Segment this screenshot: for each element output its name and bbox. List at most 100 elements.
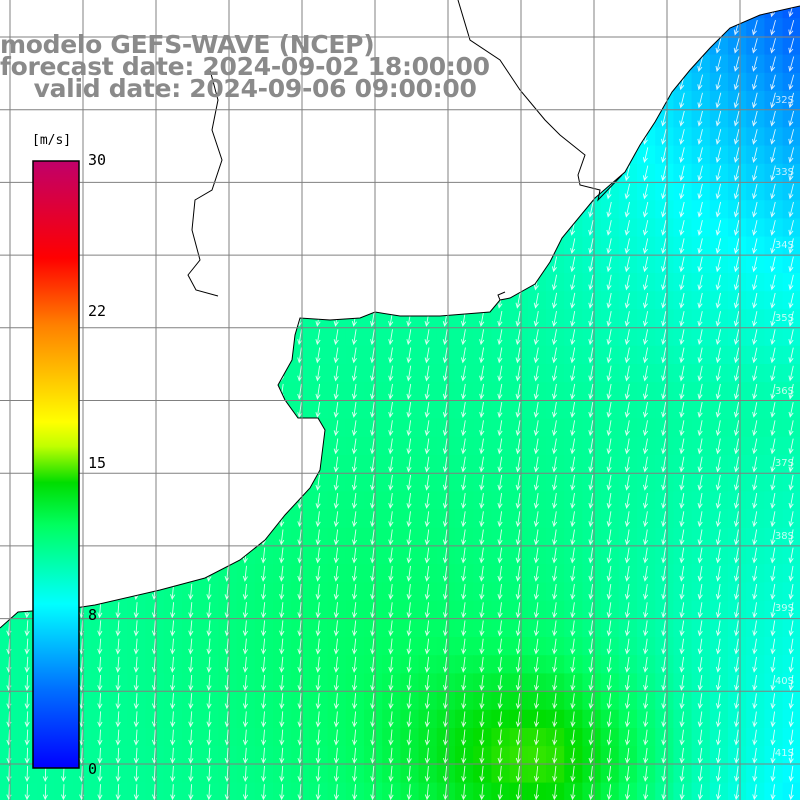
wind-arrow — [133, 383, 139, 400]
wind-speed-cell — [182, 418, 201, 438]
wind-speed-cell — [273, 218, 292, 238]
wind-arrow — [442, 729, 449, 746]
wind-arrow — [770, 292, 776, 309]
wind-arrow — [479, 602, 485, 619]
wind-speed-cell — [218, 254, 238, 274]
wind-arrow — [369, 201, 376, 218]
wind-arrow — [606, 292, 612, 309]
wind-arrow — [279, 438, 285, 455]
wind-arrow — [697, 74, 704, 91]
wind-arrow — [297, 583, 303, 601]
wind-speed-cell — [163, 364, 183, 383]
wind-arrow — [297, 638, 303, 655]
wind-arrow — [715, 602, 721, 619]
wind-speed-cell — [600, 6, 620, 19]
wind-arrow — [642, 274, 649, 291]
wind-arrow — [643, 602, 649, 619]
wind-arrow — [551, 311, 558, 327]
wind-arrow — [497, 311, 503, 327]
wind-arrow — [315, 765, 321, 783]
uruguay-border — [187, 69, 506, 301]
wind-arrow — [188, 747, 194, 764]
wind-speed-cell — [182, 509, 201, 529]
wind-speed-cell — [254, 236, 274, 256]
wind-arrow — [570, 347, 576, 364]
wind-speed-cell — [254, 127, 274, 147]
wind-arrow — [333, 456, 339, 473]
wind-arrow — [697, 56, 704, 73]
wind-arrow — [206, 329, 212, 346]
wind-speed-cell — [91, 546, 110, 565]
wind-arrow — [734, 693, 740, 710]
wind-arrow — [770, 620, 776, 637]
wind-speed-cell — [254, 273, 274, 292]
wind-arrow — [406, 747, 412, 764]
wind-speed-cell — [382, 218, 401, 238]
wind-arrow — [115, 583, 121, 601]
wind-speed-cell — [182, 200, 201, 219]
wind-arrow — [242, 456, 248, 473]
wind-arrow — [661, 129, 667, 145]
wind-speed-cell — [127, 436, 147, 456]
wind-arrow — [606, 747, 612, 764]
wind-speed-cell — [509, 6, 529, 19]
wind-arrow — [461, 529, 467, 546]
wind-arrow — [770, 347, 776, 364]
wind-arrow — [624, 511, 630, 528]
wind-arrow — [697, 602, 703, 619]
wind-arrow — [461, 765, 467, 783]
wind-arrow — [551, 383, 558, 400]
wind-arrow — [752, 747, 758, 764]
wind-speed-cell — [436, 6, 456, 19]
wind-arrow — [333, 201, 339, 218]
wind-arrow — [679, 638, 685, 655]
wind-arrow — [315, 402, 321, 418]
wind-arrow — [551, 402, 558, 418]
wind-arrow — [715, 56, 722, 73]
wind-speed-cell — [546, 109, 565, 128]
wind-arrow — [624, 220, 630, 236]
wind-speed-cell — [582, 109, 602, 128]
wind-arrow — [552, 693, 558, 710]
lat-label-40s: 40S — [774, 676, 794, 687]
wind-speed-cell — [145, 455, 165, 474]
wind-arrow — [497, 711, 503, 728]
colorbar-unit: [m/s] — [32, 133, 72, 148]
wind-arrow — [715, 238, 722, 255]
wind-arrow — [461, 638, 467, 655]
wind-arrow — [461, 784, 467, 800]
wind-arrow — [260, 256, 266, 273]
wind-speed-cell — [309, 182, 329, 201]
lat-label-36s: 36S — [774, 386, 794, 397]
wind-speed-cell — [273, 145, 292, 165]
wind-arrow — [734, 784, 740, 800]
wind-arrow — [333, 565, 339, 582]
wind-arrow — [297, 365, 303, 382]
wind-speed-cell — [291, 236, 310, 256]
wind-arrow — [370, 493, 376, 509]
wind-speed-cell — [400, 236, 420, 256]
wind-arrow — [315, 292, 321, 309]
wind-arrow — [552, 511, 558, 528]
wind-arrow — [224, 129, 230, 145]
wind-speed-cell — [473, 182, 492, 201]
wind-arrow — [42, 147, 48, 164]
wind-arrow — [169, 529, 176, 546]
wind-speed-cell — [291, 436, 310, 456]
wind-arrow — [497, 110, 503, 127]
wind-speed-cell — [327, 182, 347, 201]
wind-speed-cell — [200, 418, 219, 438]
wind-arrow — [606, 511, 612, 528]
wind-speed-cell — [455, 200, 474, 219]
wind-arrow — [770, 56, 776, 72]
colorbar-tick-0: 0 — [88, 760, 98, 778]
wind-speed-cell — [127, 145, 147, 165]
wind-arrow — [697, 529, 703, 546]
wind-speed-cell — [491, 145, 511, 165]
wind-speed-cell — [163, 400, 183, 420]
wind-speed-cell — [273, 236, 292, 256]
wind-arrow — [479, 493, 485, 509]
wind-arrow — [279, 420, 285, 437]
wind-speed-cell — [200, 364, 219, 383]
wind-speed-cell — [582, 6, 602, 19]
